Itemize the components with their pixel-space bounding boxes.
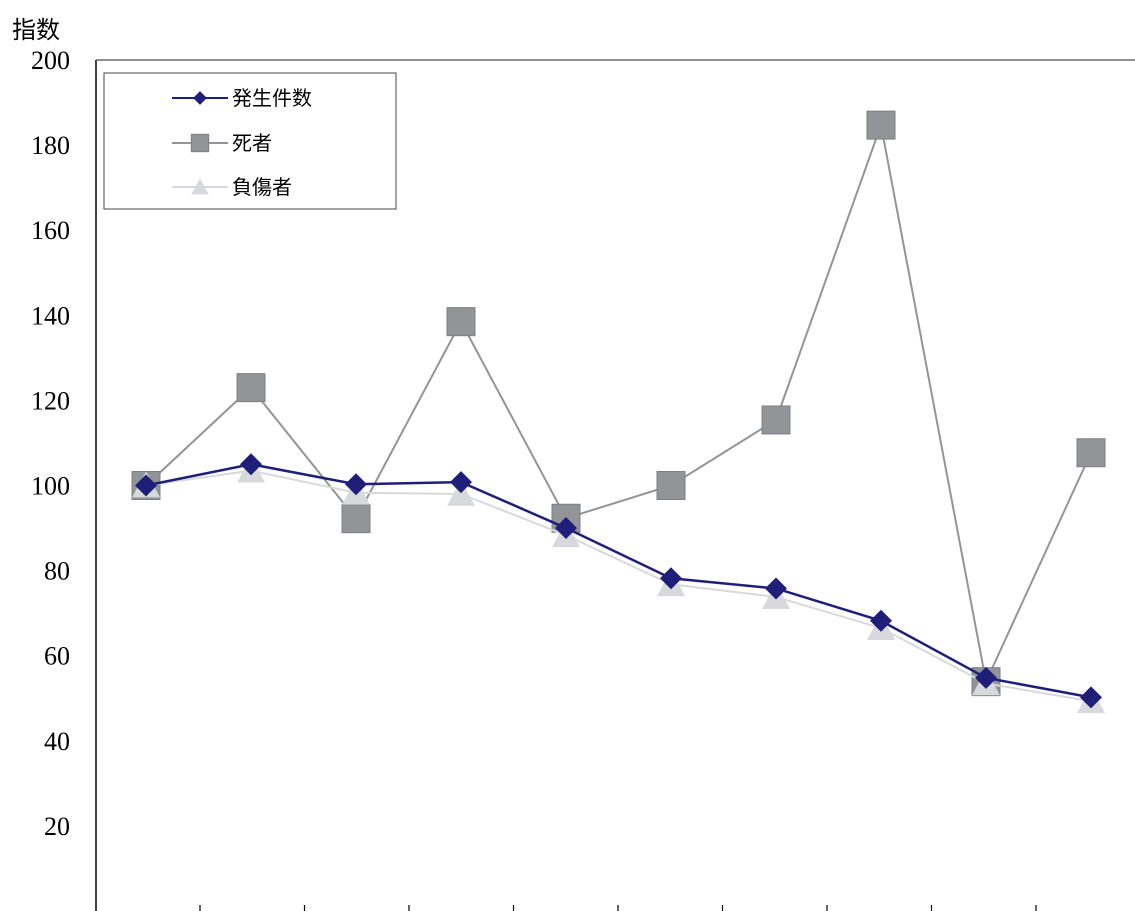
legend-box [103,72,397,210]
data-point-1-2 [341,504,371,534]
y-tick-label-200: 200 [31,46,70,75]
y-tick-labels: 20 40 60 80 100 120 140 160 180 200 [31,46,70,841]
data-point-1-7 [866,110,896,140]
data-point-0-0 [135,474,157,497]
series-line-1 [145,121,1092,685]
y-tick-label-20: 20 [44,812,70,841]
series-line-2 [145,469,1092,703]
legend-item-2: 負傷者 [172,175,292,199]
data-point-0-7 [870,609,892,632]
y-tick-label-40: 40 [44,727,70,756]
legend-label-2: 負傷者 [232,175,292,199]
y-tick-label-100: 100 [31,472,70,501]
y-tick-label-80: 80 [44,557,70,586]
data-point-0-1 [240,453,262,476]
data-point-1-6 [761,405,791,435]
legend-marker-1 [190,133,210,153]
data-point-0-8 [975,666,997,689]
data-point-0-2 [345,473,367,496]
y-axis-label: 指数 [12,16,60,44]
legend-item-0: 発生件数 [172,86,312,110]
y-tick-label-60: 60 [44,642,70,671]
data-point-0-5 [660,567,682,590]
legend-item-1: 死者 [172,131,272,155]
legend-marker-0 [193,91,207,105]
y-tick-label-120: 120 [31,386,70,415]
y-tick-label-180: 180 [31,131,70,160]
series-layer [131,110,1106,714]
y-tick-label-140: 140 [31,301,70,330]
legend: 発生件数 死者 負傷者 [103,72,397,210]
data-point-1-3 [446,307,476,337]
y-tick-label-160: 160 [31,216,70,245]
series-2 [132,456,1105,714]
data-point-1-9 [1076,438,1106,468]
series-line-0 [145,462,1092,699]
legend-label-1: 死者 [232,131,272,155]
data-point-0-9 [1080,686,1102,709]
data-point-1-5 [656,471,686,500]
data-point-0-3 [450,471,472,494]
data-point-0-4 [555,517,577,540]
axes [95,59,1135,911]
legend-marker-2 [191,178,209,195]
legend-label-0: 発生件数 [232,86,312,110]
series-0 [135,453,1102,709]
data-point-0-6 [765,577,787,600]
data-point-1-1 [236,373,266,403]
